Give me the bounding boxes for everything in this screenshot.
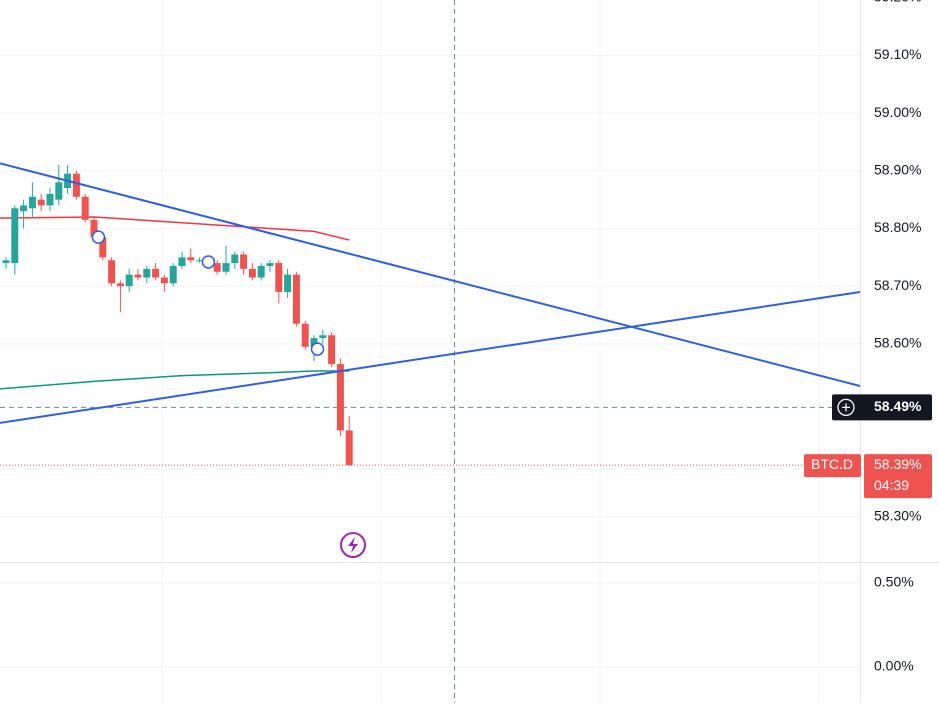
candle-body <box>134 274 142 278</box>
candle-body <box>81 196 89 220</box>
candle-body <box>72 173 80 197</box>
candle-body <box>187 257 195 261</box>
candle-body <box>90 219 98 238</box>
add-alert-plus <box>842 403 850 412</box>
crosshair-label-bg <box>832 394 932 421</box>
last-price-label-bg <box>864 454 932 499</box>
candle-body <box>46 193 54 206</box>
candle-body <box>20 205 28 212</box>
candle-body <box>152 268 160 278</box>
candle-body <box>240 254 248 269</box>
candle-body <box>28 196 36 209</box>
symbol-label: BTC.D <box>811 456 853 472</box>
candle-body <box>310 338 318 347</box>
candle-body <box>284 274 292 292</box>
candle-body <box>222 263 230 272</box>
candle-body <box>125 274 133 287</box>
y-tick-label: 58.60% <box>874 335 921 351</box>
y-tick-label: 59.00% <box>874 104 921 120</box>
candle-body <box>328 335 336 365</box>
candle-body <box>301 323 309 347</box>
candle-body <box>37 199 45 206</box>
crosshair-label: 58.49% <box>874 398 922 414</box>
symbol-label-bg <box>804 454 861 478</box>
lightning-icon[interactable] <box>340 532 366 558</box>
candle-body <box>345 430 353 466</box>
candle-body <box>160 277 168 284</box>
candle-body <box>213 263 221 272</box>
candle-body <box>143 268 151 278</box>
y-tick-label: 0.00% <box>874 658 914 674</box>
candle-body <box>248 268 256 278</box>
countdown: 04:39 <box>874 477 909 493</box>
moving-average <box>0 216 350 241</box>
y-tick-label: 59.10% <box>874 46 921 62</box>
candle-body <box>108 260 116 284</box>
trend-line <box>0 162 861 387</box>
y-tick-label: 58.80% <box>874 219 921 235</box>
candle-body <box>178 257 186 266</box>
y-tick-label: 58.70% <box>874 277 921 293</box>
candle-body <box>169 265 177 284</box>
alert-marker <box>91 230 106 244</box>
candle-body <box>11 208 19 264</box>
candle-body <box>55 182 63 200</box>
y-tick-label: 0.50% <box>874 574 914 590</box>
last-price-label: 58.39% <box>874 456 921 472</box>
y-tick-label: 58.30% <box>874 508 921 524</box>
candle-body <box>275 263 283 292</box>
candle-body <box>231 254 239 264</box>
alert-marker <box>310 342 325 356</box>
alert-marker <box>201 255 216 269</box>
candle-body <box>319 335 327 339</box>
y-tick-label: 58.90% <box>874 161 921 177</box>
candle-body <box>99 237 107 258</box>
candle-body <box>292 274 300 324</box>
grid <box>161 0 820 703</box>
candle-body <box>336 364 344 431</box>
trend-line <box>0 290 861 424</box>
candle-body <box>2 260 10 264</box>
candle-body <box>266 263 274 266</box>
candle-body <box>257 265 265 278</box>
y-tick-label: 59.20% <box>874 0 921 4</box>
moving-average <box>0 370 350 390</box>
add-alert-icon[interactable] <box>837 398 855 417</box>
candle-body <box>196 260 204 262</box>
candle-body <box>116 283 124 287</box>
